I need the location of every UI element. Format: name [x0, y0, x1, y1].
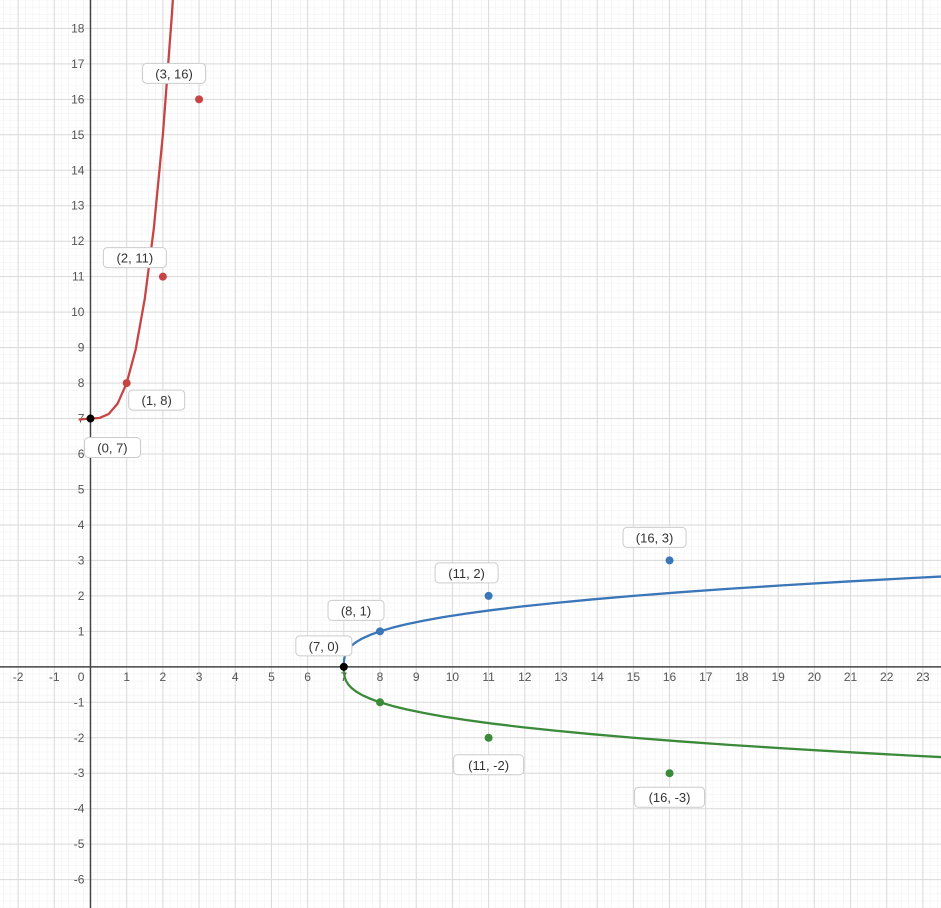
- y-tick-label: 15: [71, 128, 85, 142]
- x-tick-label: 11: [482, 670, 495, 684]
- origin-label: 0: [78, 670, 85, 684]
- x-tick-label: 15: [627, 670, 641, 684]
- x-tick-label: 6: [304, 670, 311, 684]
- y-tick-label: 4: [78, 518, 85, 532]
- y-tick-label: 13: [71, 199, 85, 213]
- point-label-text: (11, 2): [448, 566, 485, 581]
- y-tick-label: 2: [78, 589, 85, 603]
- y-tick-label: -4: [74, 802, 85, 816]
- x-tick-label: 4: [232, 670, 239, 684]
- x-tick-label: 21: [844, 670, 858, 684]
- x-tick-label: 16: [663, 670, 677, 684]
- y-tick-label: 14: [71, 163, 85, 177]
- y-tick-label: 1: [78, 624, 85, 638]
- point-label-text: (0, 7): [97, 441, 127, 456]
- y-tick-label: -5: [74, 837, 85, 851]
- data-point: [485, 592, 493, 600]
- y-tick-label: -2: [74, 731, 85, 745]
- point-label-text: (16, 3): [636, 530, 674, 545]
- x-tick-label: -1: [49, 670, 60, 684]
- point-label-text: (1, 8): [142, 393, 172, 408]
- x-tick-label: 9: [413, 670, 420, 684]
- y-tick-label: -1: [74, 695, 85, 709]
- data-point: [86, 415, 94, 423]
- x-tick-label: 13: [554, 670, 568, 684]
- y-tick-label: 16: [71, 92, 85, 106]
- data-point: [666, 556, 674, 564]
- y-tick-label: 10: [71, 305, 85, 319]
- y-tick-label: -6: [74, 873, 85, 887]
- x-tick-label: 1: [123, 670, 130, 684]
- data-point: [195, 95, 203, 103]
- data-point: [485, 734, 493, 742]
- x-tick-label: 14: [590, 670, 604, 684]
- x-tick-label: 5: [268, 670, 275, 684]
- x-tick-label: 19: [771, 670, 785, 684]
- y-tick-label: 18: [71, 21, 85, 35]
- y-tick-label: 9: [78, 341, 85, 355]
- point-label-text: (7, 0): [309, 639, 339, 654]
- x-tick-label: 17: [699, 670, 713, 684]
- data-point: [376, 627, 384, 635]
- y-tick-label: 3: [78, 553, 85, 567]
- data-point: [376, 698, 384, 706]
- y-tick-label: -3: [74, 766, 85, 780]
- y-tick-label: 6: [78, 447, 85, 461]
- y-tick-label: 17: [71, 57, 85, 71]
- data-point: [340, 663, 348, 671]
- x-tick-label: 10: [446, 670, 460, 684]
- coordinate-chart: -2-1123456789101112131415161718192021222…: [0, 0, 941, 908]
- data-point: [159, 273, 167, 281]
- x-tick-label: 12: [518, 670, 532, 684]
- x-tick-label: 18: [735, 670, 749, 684]
- x-tick-label: 2: [160, 670, 167, 684]
- x-tick-label: 8: [377, 670, 384, 684]
- y-tick-label: 5: [78, 482, 85, 496]
- x-tick-label: 22: [880, 670, 894, 684]
- y-tick-label: 8: [78, 376, 85, 390]
- x-tick-label: 20: [808, 670, 822, 684]
- y-tick-label: 11: [72, 270, 85, 284]
- point-label-text: (2, 11): [117, 251, 154, 266]
- y-tick-label: 12: [71, 234, 85, 248]
- x-tick-label: 23: [916, 670, 930, 684]
- point-label-text: (8, 1): [341, 603, 371, 618]
- x-tick-label: 3: [196, 670, 203, 684]
- point-label-text: (11, -2): [468, 758, 509, 773]
- data-point: [666, 769, 674, 777]
- data-point: [123, 379, 131, 387]
- point-label-text: (16, -3): [649, 790, 691, 805]
- point-label-text: (3, 16): [155, 66, 193, 81]
- x-tick-label: -2: [13, 670, 24, 684]
